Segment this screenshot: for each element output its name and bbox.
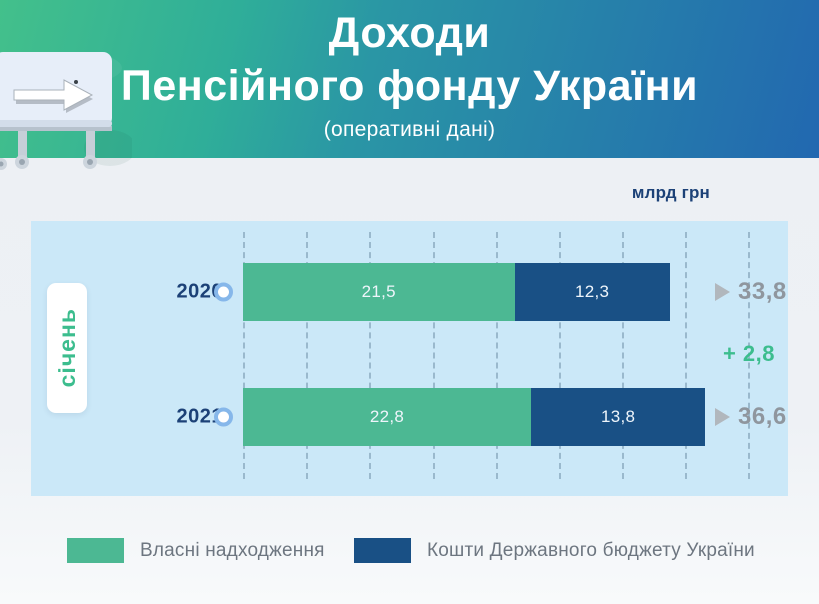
legend-label-budget: Кошти Державного бюджету України [427, 539, 755, 561]
legend-swatch-budget [354, 538, 411, 563]
flipchart-arrow-right-icon [0, 52, 132, 170]
total-arrow-icon [715, 408, 730, 426]
legend: Власні надходження Кошти Державного бюдж… [0, 538, 819, 568]
legend-swatch-own [67, 538, 124, 563]
gridline [558, 232, 561, 479]
bar-value-own-2020: 21,5 [361, 282, 396, 301]
circle-marker-icon [214, 407, 233, 427]
header-text-block: Доходи Пенсійного фонду України (операти… [0, 9, 819, 142]
bar-segment-budget-2021: 13,8 [531, 388, 706, 446]
unit-label: млрд грн [631, 183, 710, 202]
gridline [748, 232, 751, 479]
legend-item-budget: Кошти Державного бюджету України [354, 538, 755, 563]
bar-row-2020: 2020 21,5 12,3 33,8 [31, 263, 788, 321]
total-arrow-icon [715, 283, 730, 301]
stacked-bar-2020: 21,5 12,3 [243, 263, 670, 321]
page-title-line1: Доходи [328, 9, 491, 57]
page-subtitle: (оперативні дані) [323, 117, 496, 141]
bar-value-budget-2021: 13,8 [601, 407, 636, 426]
chart-panel: січень 2020 21,5 12,3 33,8 + 2,8 2021 [31, 221, 788, 496]
bar-segment-budget-2020: 12,3 [514, 263, 670, 321]
gridline [621, 232, 624, 479]
stacked-bar-2021: 22,8 13,8 [243, 388, 706, 446]
gridline [685, 232, 688, 479]
bar-row-2021: 2021 22,8 13,8 36,6 [31, 388, 788, 446]
month-tag: січень [47, 283, 87, 413]
year-label-2020: 2020 [176, 280, 223, 303]
gridline [243, 232, 245, 479]
header-banner: Доходи Пенсійного фонду України (операти… [0, 0, 819, 170]
total-value-2021: 36,6 [738, 403, 787, 430]
gridline [432, 232, 435, 479]
difference-value: + 2,8 [722, 341, 776, 366]
circle-marker-icon [214, 282, 233, 302]
bar-value-budget-2020: 12,3 [575, 282, 610, 301]
bar-segment-own-2020: 21,5 [243, 263, 515, 321]
legend-label-own: Власні надходження [140, 539, 325, 561]
gridline [306, 232, 309, 479]
year-label-2021: 2021 [176, 405, 223, 428]
total-value-2020: 33,8 [738, 278, 787, 305]
gridline [369, 232, 372, 479]
page-title-line2: Пенсійного фонду України [120, 62, 699, 111]
gridline [495, 232, 498, 479]
bar-value-own-2021: 22,8 [369, 407, 405, 426]
bar-segment-own-2021: 22,8 [243, 388, 531, 446]
legend-item-own: Власні надходження [67, 538, 325, 563]
